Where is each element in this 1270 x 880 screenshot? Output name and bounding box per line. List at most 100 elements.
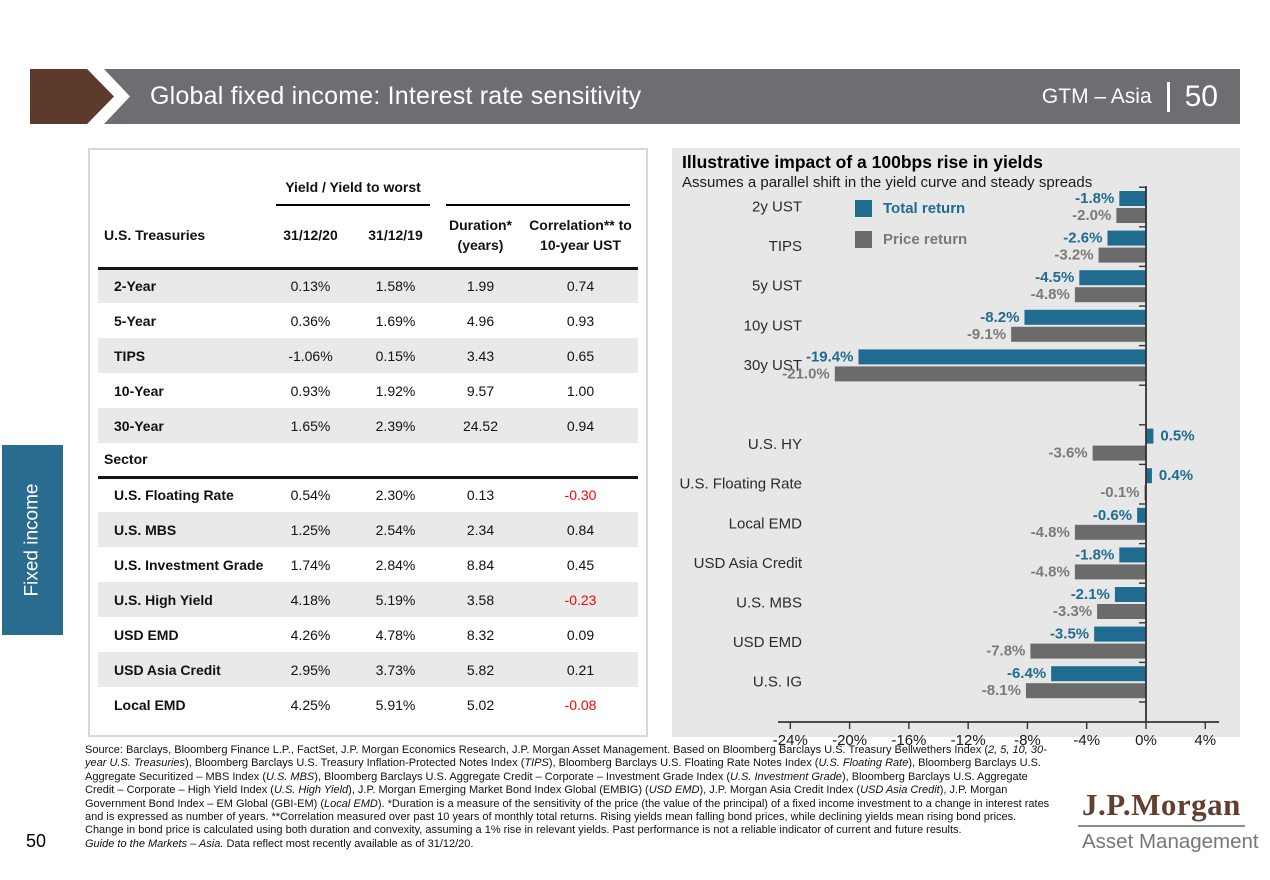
table-row: U.S. Floating Rate 0.54% 2.30% 0.13 -0.30 [98,477,638,512]
col-header-correlation: Correlation** to 10-year UST [523,206,638,270]
row-value: 0.13% [290,278,331,295]
row-value: 1.00 [566,382,595,399]
row-value: 2.54% [375,521,416,538]
row-label: Local EMD [114,696,186,713]
value-label: -7.8% [986,643,1025,660]
row-value: 2.39% [375,417,416,434]
price-return-bar [1030,643,1146,659]
value-label: -21.0% [782,365,830,382]
value-label: -1.8% [1075,546,1114,563]
row-value: 2.30% [375,487,416,504]
x-axis-tick-label: -4% [1073,732,1100,749]
category-label: Local EMD [729,515,803,532]
header-separator [1166,81,1170,112]
price-return-bar [1116,208,1146,223]
row-value: 0.94 [566,417,595,434]
table-row: U.S. High Yield 4.18% 5.19% 3.58 -0.23 [98,582,638,618]
source-note: Source: Barclays, Bloomberg Finance L.P.… [85,744,1050,850]
value-label: -3.5% [1050,626,1089,643]
yield-group-header: Yield / Yield to worst [285,179,421,195]
x-axis-tick-label: -20% [832,732,867,749]
row-value: 4.18% [290,591,331,608]
row-value: 3.58 [466,591,495,608]
header-bar: Global fixed income: Interest rate sensi… [30,69,1240,124]
total-return-bar [1107,230,1146,246]
value-label: -2.1% [1071,586,1110,603]
header-gray-band [104,69,1240,124]
row-value: 0.93 [566,312,595,329]
row-value: 8.32 [466,626,495,643]
col-header-treasuries: U.S. Treasuries [98,206,268,270]
table-row: 5-Year 0.36% 1.69% 4.96 0.93 [98,303,638,338]
category-label: U.S. Floating Rate [679,476,802,493]
rates-table: Yield / Yield to worst U.S. Treasuries 3… [98,150,638,722]
value-label: -6.4% [1007,665,1046,682]
row-value: 0.54% [290,487,331,504]
value-label: -8.2% [980,309,1019,326]
value-label: -3.2% [1054,247,1093,264]
price-return-swatch-icon [855,231,872,248]
row-value: 1.92% [375,382,416,399]
value-label: -3.3% [1053,603,1092,620]
row-value: 1.58% [375,278,416,295]
total-return-bar [858,349,1146,365]
gtm-asia-label: GTM – Asia [1041,84,1152,108]
header-right: GTM – Asia 50 [1042,69,1218,124]
x-axis-tick-label: -8% [1014,732,1041,749]
legend-item-price-return: Price return [855,231,967,248]
row-label: 2-Year [114,278,157,295]
price-return-bar [1011,326,1146,342]
row-value: 3.43 [466,347,495,364]
row-value: 2.84% [375,556,416,573]
row-value: -0.30 [564,487,597,504]
group-underline [446,204,630,206]
row-value: -1.06% [288,347,333,364]
row-value: 4.78% [375,626,416,643]
row-value: 0.84 [566,521,595,538]
price-return-bar [1097,604,1146,619]
row-label: U.S. Investment Grade [114,556,264,573]
value-label: -4.8% [1031,286,1070,303]
price-return-bar [1074,564,1146,580]
row-label: TIPS [114,347,146,364]
row-value: 9.57 [466,382,495,399]
row-value: 4.25% [290,696,331,713]
row-value: 2.95% [290,661,331,678]
category-label: 30y UST [744,357,802,374]
value-label: -4.8% [1031,563,1070,580]
fixed-income-section-tab: Fixed income [2,445,63,635]
total-return-bar [1119,191,1146,206]
table-row: U.S. Investment Grade 1.74% 2.84% 8.84 0.45 [98,547,638,582]
total-return-bar [1051,666,1146,682]
row-value: 0.65 [566,347,595,364]
price-return-bar [1074,524,1146,540]
total-return-bar [1094,626,1146,642]
table-row: U.S. MBS 1.25% 2.54% 2.34 0.84 [98,512,638,548]
total-return-bar [1079,270,1146,286]
price-return-bar [834,366,1146,382]
rates-table-panel: Yield / Yield to worst U.S. Treasuries 3… [88,148,648,737]
row-value: 5.19% [375,591,416,608]
category-label: U.S. HY [748,436,802,453]
row-value: 24.52 [462,417,499,434]
table-row: 30-Year 1.65% 2.39% 24.52 0.94 [98,408,638,444]
row-value: 0.93% [290,382,331,399]
section-tab-label: Fixed income [21,483,43,597]
category-label: USD Asia Credit [694,555,803,572]
category-label: TIPS [769,238,802,255]
row-label: 30-Year [114,417,164,434]
sector-header-row: Sector [98,443,638,479]
x-axis-tick-label: 4% [1194,732,1216,749]
total-return-swatch-icon [855,200,872,217]
x-axis-tick-label: 0% [1135,732,1157,749]
value-label: -4.5% [1035,269,1074,286]
page-number: 50 [26,831,47,851]
value-label: -2.6% [1063,230,1102,247]
col-header-duration: Duration* (years) [438,206,523,270]
table-column-header-row: U.S. Treasuries 31/12/20 31/12/19 Durati… [98,206,638,270]
value-label: -9.1% [967,326,1006,343]
total-return-bar [1119,547,1146,563]
value-label: -1.8% [1075,190,1114,207]
price-return-bar [1098,247,1146,263]
